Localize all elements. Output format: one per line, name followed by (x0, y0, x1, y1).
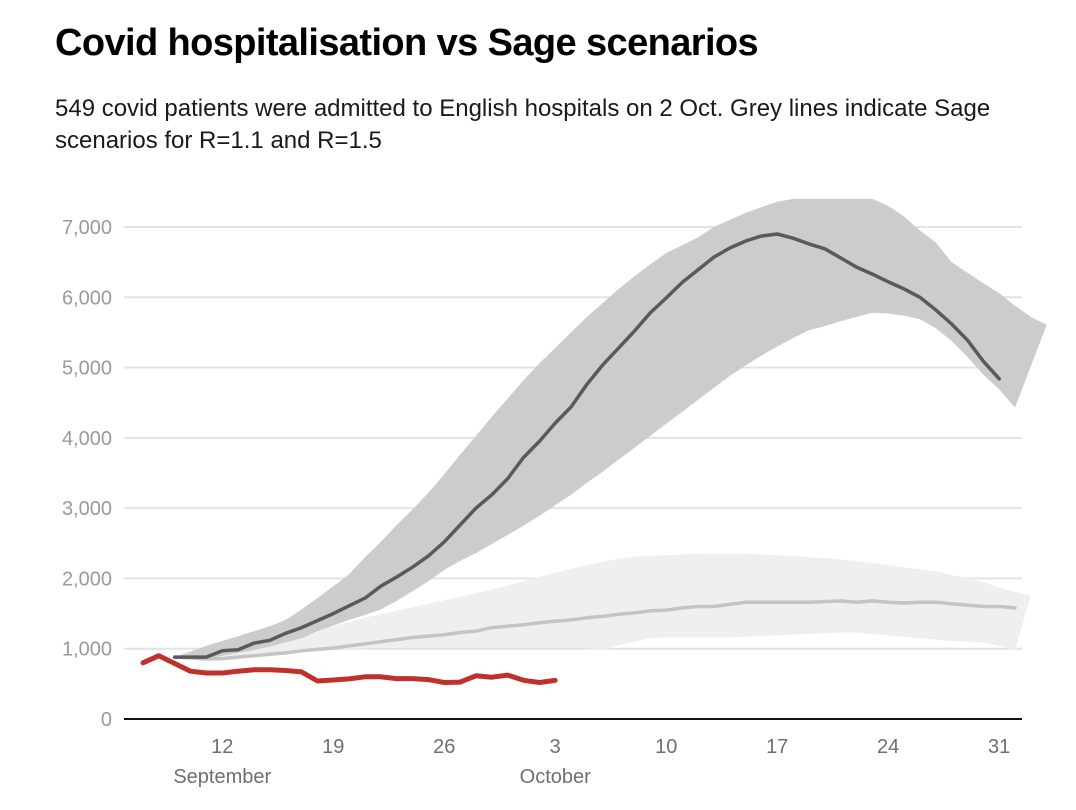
y-tick-label: 3,000 (62, 498, 112, 520)
x-tick-label: 26 (433, 736, 455, 758)
y-tick-label: 4,000 (62, 428, 112, 450)
x-tick-label: 3 (550, 736, 561, 758)
x-month-label: October (520, 766, 591, 788)
r11-scenario-band (174, 553, 1031, 662)
chart-subtitle: 549 covid patients were admitted to Engl… (55, 95, 991, 154)
y-tick-label: 0 (101, 709, 112, 731)
r11-scenario-line (172, 599, 1017, 661)
scenario-bands (174, 198, 1047, 662)
r15-scenario-band (174, 198, 1047, 659)
actual-admissions-line (140, 653, 558, 685)
x-tick-label: 19 (322, 736, 344, 758)
y-tick-label: 2,000 (62, 568, 112, 590)
series-lines (140, 232, 1017, 685)
x-month-label: September (173, 766, 271, 788)
chart-title: Covid hospitalisation vs Sage scenarios (55, 22, 759, 64)
x-tick-label: 24 (877, 736, 899, 758)
y-tick-label: 6,000 (62, 287, 112, 309)
y-tick-label: 5,000 (62, 358, 112, 380)
y-tick-label: 1,000 (62, 639, 112, 661)
x-tick-label: 12 (211, 736, 233, 758)
y-axis: 0 1,000 2,000 3,000 4,000 5,000 6,000 7,000 (62, 217, 112, 731)
y-tick-label: 7,000 (62, 217, 112, 239)
r15-scenario-line (172, 232, 1001, 659)
x-axis: 12 September 19 26 3 October 10 17 24 31 (173, 736, 1010, 788)
x-tick-label: 31 (988, 736, 1010, 758)
x-tick-label: 10 (655, 736, 677, 758)
x-tick-label: 17 (766, 736, 788, 758)
